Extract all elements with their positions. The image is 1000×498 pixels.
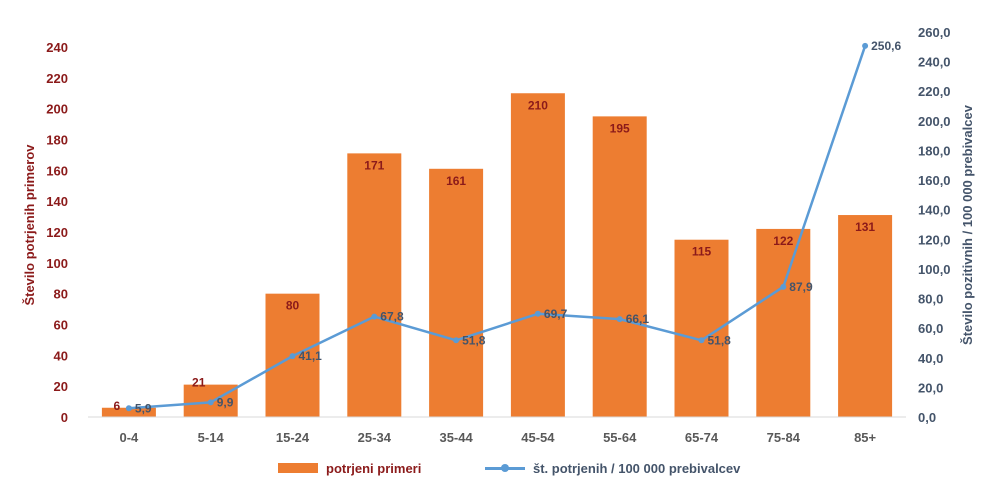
line-value-label: 87,9	[789, 280, 813, 294]
left-tick-label: 80	[54, 287, 68, 302]
bar-value-label: 171	[364, 158, 384, 172]
right-tick-label: 260,0	[918, 25, 951, 40]
bar	[592, 116, 647, 417]
bar	[101, 407, 156, 417]
bar-value-label: 131	[855, 220, 875, 234]
line-value-label: 250,6	[871, 39, 901, 53]
line-point	[207, 399, 214, 406]
x-tick-label: 25-34	[358, 430, 392, 445]
left-tick-label: 200	[46, 102, 68, 117]
left-tick-label: 60	[54, 318, 68, 333]
line-point	[534, 310, 541, 317]
line-value-label: 66,1	[626, 312, 650, 326]
bar-value-label: 195	[610, 121, 630, 135]
legend-swatch-line	[485, 463, 525, 472]
x-tick-label: 5-14	[198, 430, 225, 445]
legend: potrjeni primeri št. potrjenih / 100 000…	[0, 455, 1000, 481]
x-tick-label: 85+	[854, 430, 876, 445]
legend-label-line: št. potrjenih / 100 000 prebivalcev	[533, 460, 741, 476]
bar	[510, 93, 565, 417]
bar-series	[101, 93, 893, 417]
line-series	[125, 42, 869, 412]
bar	[347, 153, 402, 417]
left-tick-label: 160	[46, 163, 68, 178]
left-axis-ticks: 0 20 40 60 80 100 120 140 160 180 200 220 240	[46, 40, 68, 425]
line-value-label: 5,9	[135, 401, 152, 415]
line-value-label: 67,8	[380, 310, 404, 324]
x-tick-label: 75-84	[767, 430, 801, 445]
legend-swatch-bar	[278, 463, 318, 473]
line-value-label: 41,1	[299, 349, 323, 363]
line-point	[698, 337, 705, 344]
x-tick-label: 15-24	[276, 430, 310, 445]
bar	[429, 168, 484, 417]
line-point	[125, 405, 132, 412]
bar-value-label: 6	[114, 399, 121, 413]
left-tick-label: 180	[46, 133, 68, 148]
right-tick-label: 80,0	[918, 292, 943, 307]
bar-value-label: 115	[692, 245, 712, 259]
left-tick-label: 240	[46, 40, 68, 55]
right-tick-label: 60,0	[918, 321, 943, 336]
right-tick-label: 140,0	[918, 203, 951, 218]
bar-value-label: 210	[528, 98, 548, 112]
right-tick-label: 0,0	[918, 410, 936, 425]
right-tick-label: 220,0	[918, 84, 951, 99]
line-value-label: 69,7	[544, 307, 568, 321]
left-tick-label: 0	[61, 410, 68, 425]
right-tick-label: 100,0	[918, 262, 951, 277]
legend-item-line: št. potrjenih / 100 000 prebivalcev	[485, 455, 740, 481]
x-tick-label: 35-44	[439, 430, 473, 445]
left-tick-label: 100	[46, 256, 68, 271]
right-tick-label: 120,0	[918, 232, 951, 247]
right-axis-title: Število pozitivnih / 100 000 prebivalcev	[960, 104, 975, 345]
left-tick-label: 40	[54, 348, 68, 363]
series-line	[128, 45, 867, 410]
right-tick-label: 160,0	[918, 173, 951, 188]
right-tick-label: 180,0	[918, 143, 951, 158]
right-axis-ticks: 0,0 20,0 40,0 60,0 80,0 100,0 120,0 140,0 160,0 1…	[918, 25, 951, 425]
line-point	[780, 283, 787, 290]
line-value-label: 9,9	[217, 395, 234, 409]
left-tick-label: 140	[46, 194, 68, 209]
x-tick-label: 55-64	[603, 430, 637, 445]
line-value-label: 51,8	[708, 333, 732, 347]
bar-value-label: 122	[773, 234, 793, 248]
line-value-label: 51,8	[462, 333, 486, 347]
bar-value-label: 161	[446, 174, 466, 188]
right-tick-label: 240,0	[918, 55, 951, 70]
legend-item-bars: potrjeni primeri	[278, 455, 421, 481]
bar	[756, 228, 811, 417]
bar-value-label: 80	[286, 299, 300, 313]
left-tick-label: 20	[54, 379, 68, 394]
x-tick-label: 45-54	[521, 430, 555, 445]
right-tick-label: 200,0	[918, 114, 951, 129]
right-tick-label: 20,0	[918, 380, 943, 395]
line-point	[453, 337, 460, 344]
bar-value-label: 21	[192, 376, 206, 390]
left-tick-label: 220	[46, 71, 68, 86]
x-axis-ticks: 0-4 5-14 15-24 25-34 35-44 45-54 55-64 65-74 75-…	[120, 430, 877, 445]
line-point	[616, 316, 623, 323]
line-data-labels: 5,9 9,9 41,1 67,8 51,8 69,7 66,1 51,8 87,9 250,6	[135, 39, 902, 415]
line-point	[862, 42, 869, 49]
bar-data-labels: 6 21 80 171 161 210 195 115 122 131	[114, 98, 876, 413]
left-axis-title: Število potrjenih primerov	[22, 144, 37, 306]
line-point	[289, 353, 296, 360]
right-tick-label: 40,0	[918, 351, 943, 366]
left-tick-label: 120	[46, 225, 68, 240]
legend-label-bars: potrjeni primeri	[326, 460, 422, 476]
x-tick-label: 65-74	[685, 430, 719, 445]
line-point	[371, 313, 378, 320]
bar	[838, 215, 893, 417]
x-tick-label: 0-4	[120, 430, 140, 445]
